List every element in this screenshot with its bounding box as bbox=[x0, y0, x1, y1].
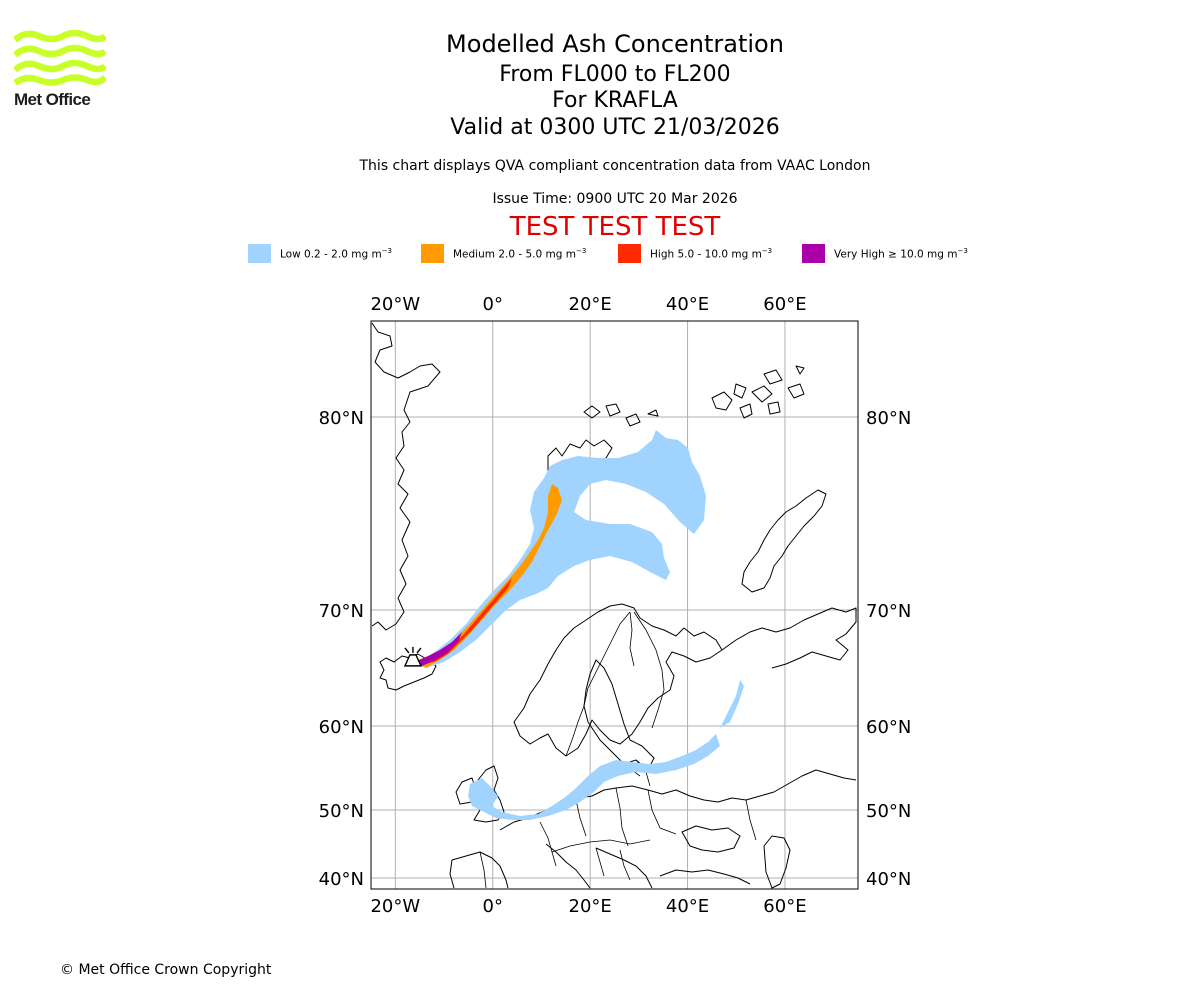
volcano-name: For KRAFLA bbox=[552, 88, 678, 113]
map-tick-labels: 20°W 20°W 0° 0° 20°E 20°E 40°E 40°E 60°E 60°E 80°N… bbox=[319, 294, 912, 917]
legend-high-unit-exp: −3 bbox=[761, 247, 773, 255]
lon-label-bottom-40e: 40°E bbox=[666, 896, 709, 917]
legend-medium-swatch bbox=[421, 244, 444, 263]
black-sea-coast bbox=[681, 825, 741, 853]
logo-text: Met Office bbox=[14, 90, 91, 109]
turkey-coast bbox=[659, 869, 751, 885]
volcano-icon bbox=[403, 646, 423, 667]
svalbard-islands bbox=[583, 403, 659, 427]
border-russia-kazakhstan bbox=[745, 799, 757, 841]
lat-label-left-70n: 70°N bbox=[319, 601, 364, 622]
lon-label-top-0: 0° bbox=[483, 294, 503, 315]
legend-high-label: High 5.0 - 10.0 mg m bbox=[650, 248, 762, 261]
iceland-coast bbox=[379, 653, 437, 691]
lat-label-left-80n: 80°N bbox=[319, 408, 364, 429]
lat-label-left-40n: 40°N bbox=[319, 869, 364, 890]
baltic-sea-coast bbox=[583, 659, 655, 771]
met-office-logo: Met Office bbox=[14, 30, 110, 114]
iberia-coast bbox=[449, 851, 509, 889]
ash-low-east bbox=[720, 680, 744, 728]
test-banner: TEST TEST TEST bbox=[509, 212, 721, 242]
legend-very-high-swatch bbox=[802, 244, 825, 263]
map-frame bbox=[370, 320, 859, 890]
lat-label-left-60n: 60°N bbox=[319, 717, 364, 738]
issue-time: Issue Time: 0900 UTC 20 Mar 2026 bbox=[492, 191, 738, 207]
border-germany-poland bbox=[575, 799, 587, 837]
lat-label-right-40n: 40°N bbox=[866, 869, 911, 890]
ash-low-plume bbox=[416, 430, 706, 668]
ash-low-south bbox=[468, 734, 720, 820]
border-france-germany bbox=[539, 821, 557, 867]
lat-label-left-50n: 50°N bbox=[319, 801, 364, 822]
lon-label-bottom-60e: 60°E bbox=[763, 896, 806, 917]
flight-levels: From FL000 to FL200 bbox=[499, 62, 731, 87]
border-poland-east bbox=[615, 787, 629, 847]
border-finland-russia bbox=[633, 611, 665, 729]
border-central-europe bbox=[551, 839, 651, 853]
border-iberia bbox=[479, 851, 487, 889]
coastlines bbox=[371, 322, 857, 889]
legend-low-label: Low 0.2 - 2.0 mg m bbox=[280, 248, 382, 261]
map-gridlines bbox=[371, 321, 858, 889]
volcano-marker bbox=[403, 646, 423, 667]
lon-label-top-60e: 60°E bbox=[763, 294, 806, 315]
valid-time: Valid at 0300 UTC 21/03/2026 bbox=[450, 115, 780, 140]
country-borders bbox=[479, 611, 757, 889]
lon-label-bottom-0: 0° bbox=[483, 896, 503, 917]
logo-waves bbox=[14, 30, 106, 86]
lat-label-right-80n: 80°N bbox=[866, 408, 911, 429]
ash-plume-layers bbox=[414, 430, 744, 820]
border-balkans bbox=[595, 847, 631, 881]
copyright: © Met Office Crown Copyright bbox=[60, 962, 272, 978]
legend-very-high-unit-exp: −3 bbox=[957, 247, 968, 255]
franz-josef-land bbox=[711, 365, 805, 419]
legend-medium-label: Medium 2.0 - 5.0 mg m bbox=[453, 248, 576, 261]
border-sweden-finland bbox=[629, 611, 635, 667]
italy-coast bbox=[545, 843, 591, 889]
ash-very-high bbox=[414, 632, 462, 666]
border-norway-sweden bbox=[565, 611, 631, 757]
lon-label-bottom-20e: 20°E bbox=[569, 896, 612, 917]
balkans-coast bbox=[595, 847, 653, 889]
met-office-waves-icon bbox=[14, 30, 106, 86]
legend-medium-unit-exp: −3 bbox=[575, 247, 587, 255]
lat-label-right-60n: 60°N bbox=[866, 717, 911, 738]
border-ukraine bbox=[647, 789, 677, 835]
legend-high-swatch bbox=[618, 244, 641, 263]
caspian-coast bbox=[763, 835, 791, 889]
legend-low-swatch bbox=[248, 244, 271, 263]
lon-label-top-40e: 40°E bbox=[666, 294, 709, 315]
greenland-coast bbox=[371, 322, 441, 631]
russia-north-coast bbox=[721, 607, 857, 669]
europe-mainland-coast bbox=[499, 769, 857, 831]
legend-low-unit-exp: −3 bbox=[381, 247, 393, 255]
novaya-zemlya bbox=[741, 489, 827, 593]
legend-very-high-label: Very High ≥ 10.0 mg m bbox=[834, 248, 958, 261]
lon-label-top-20e: 20°E bbox=[569, 294, 612, 315]
chart-title: Modelled Ash Concentration bbox=[446, 30, 784, 58]
chart-description: This chart displays QVA compliant concen… bbox=[359, 158, 871, 174]
scandinavia-coast bbox=[513, 603, 723, 757]
lat-label-right-70n: 70°N bbox=[866, 601, 911, 622]
lon-label-bottom-20w: 20°W bbox=[370, 896, 420, 917]
lon-label-top-20w: 20°W bbox=[370, 294, 420, 315]
lat-label-right-50n: 50°N bbox=[866, 801, 911, 822]
